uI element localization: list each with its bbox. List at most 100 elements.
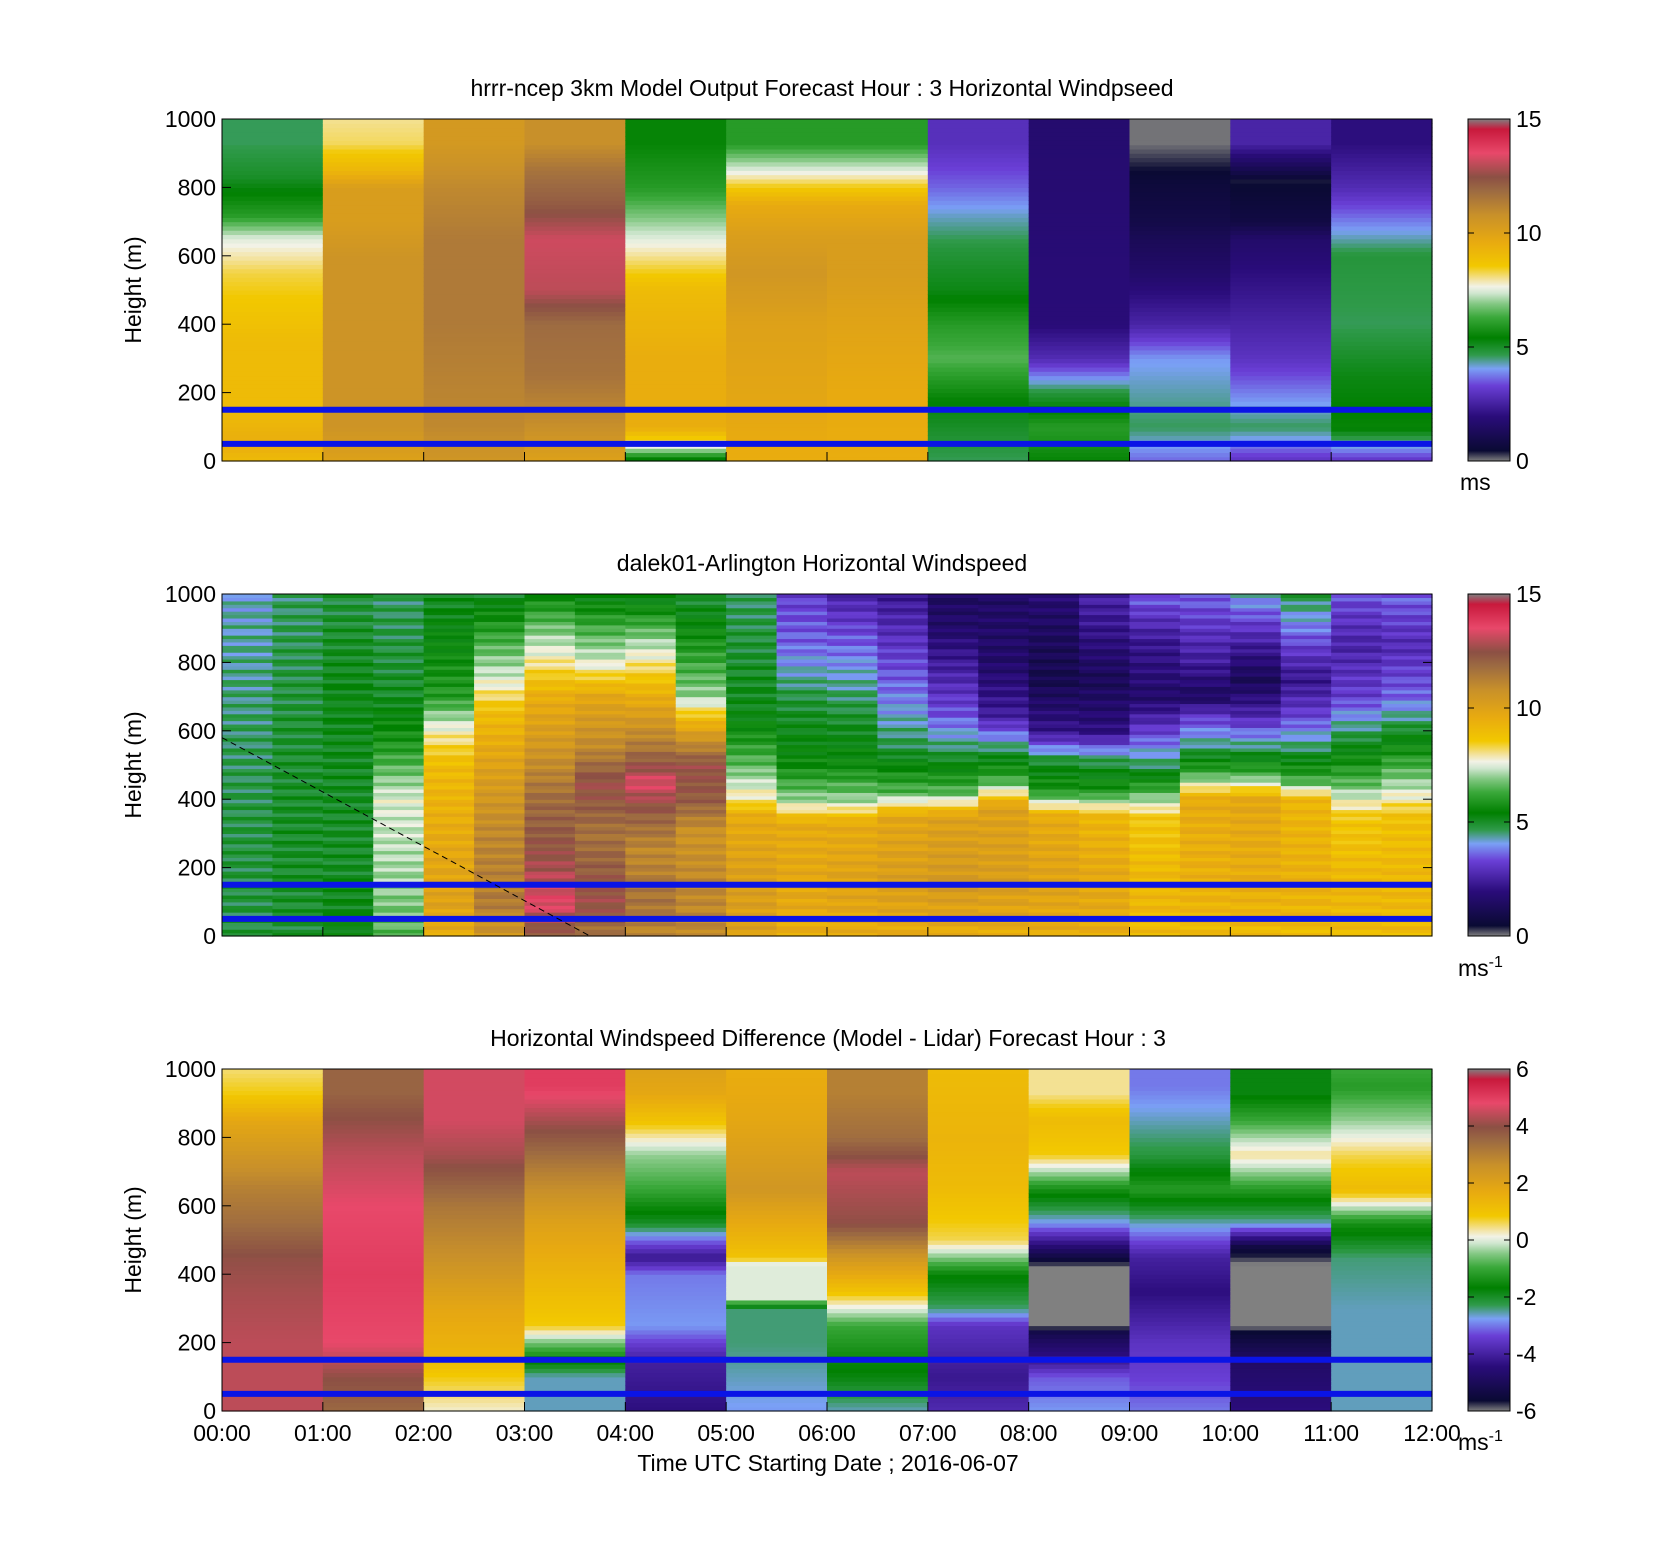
heatmap-cell (1179, 898, 1231, 903)
heatmap-cell (1028, 614, 1080, 619)
heatmap-cell (927, 290, 1030, 295)
heatmap-cell (524, 362, 626, 368)
heatmap-cell (373, 840, 425, 845)
heatmap-cell (1028, 1103, 1131, 1109)
heatmap-cell (1129, 1180, 1231, 1186)
heatmap-cell (927, 1094, 1030, 1100)
heatmap-cell (1381, 908, 1433, 913)
heatmap-cell (524, 1274, 626, 1280)
heatmap-cell (423, 723, 475, 728)
heatmap-cell (675, 665, 727, 670)
heatmap-cell (574, 723, 626, 728)
heatmap-cell (927, 847, 979, 852)
heatmap-cell (1179, 802, 1231, 807)
heatmap-cell (524, 1235, 626, 1241)
heatmap-cell (322, 1167, 425, 1173)
heatmap-cell (1129, 1368, 1231, 1374)
heatmap-cell (322, 1304, 425, 1310)
heatmap-cell (222, 700, 274, 705)
heatmap-cell (1381, 853, 1433, 858)
heatmap-cell (574, 857, 626, 862)
heatmap-cell (1079, 665, 1131, 670)
heatmap-cell (1230, 597, 1282, 602)
heatmap-cell (524, 905, 576, 910)
heatmap-cell (322, 655, 374, 660)
heatmap-cell (978, 809, 1030, 814)
heatmap-cell (423, 703, 475, 708)
heatmap-cell (726, 710, 778, 715)
heatmap-cell (827, 689, 879, 694)
heatmap-cell (1331, 1077, 1433, 1083)
heatmap-cell (272, 819, 324, 824)
heatmap-cell (1028, 1150, 1131, 1156)
heatmap-cell (1129, 1257, 1231, 1262)
heatmap-cell (1129, 1402, 1231, 1408)
heatmap-cell (1079, 648, 1131, 653)
heatmap-cell (625, 1214, 727, 1220)
heatmap-cell (1079, 744, 1131, 749)
heatmap-cell (524, 1128, 626, 1134)
heatmap-cell (927, 795, 979, 800)
heatmap-cell (222, 1351, 324, 1357)
heatmap-cell (423, 264, 526, 270)
heatmap-cell (373, 829, 425, 834)
colorbar-tick-label: -6 (1516, 1398, 1536, 1424)
heatmap-cell (1331, 191, 1433, 197)
heatmap-cell (726, 1094, 828, 1100)
heatmap-cell (1230, 1227, 1332, 1233)
heatmap-cell (927, 426, 1030, 432)
heatmap-cell (625, 187, 727, 193)
heatmap-cell (726, 682, 778, 687)
heatmap-cell (373, 908, 425, 913)
heatmap-cell (927, 874, 979, 879)
heatmap-cell (827, 658, 879, 663)
heatmap-cell (272, 754, 324, 759)
heatmap-cell (726, 1252, 828, 1258)
heatmap-cell (877, 621, 929, 626)
heatmap-cell (322, 1098, 425, 1104)
heatmap-cell (927, 392, 1030, 398)
heatmap-cell (827, 375, 929, 381)
heatmap-cell (625, 823, 677, 828)
heatmap-cell (1179, 741, 1231, 746)
heatmap-cell (1028, 225, 1131, 231)
heatmap-cell (877, 775, 929, 780)
heatmap-cell (675, 641, 727, 646)
heatmap-cell (1230, 669, 1282, 674)
heatmap-cell (927, 775, 979, 780)
heatmap-cell (1280, 778, 1332, 783)
heatmap-cell (1331, 341, 1433, 347)
heatmap-cell (726, 225, 828, 231)
heatmap-cell (222, 208, 324, 214)
heatmap-cell (423, 689, 475, 694)
heatmap-cell (726, 264, 828, 270)
heatmap-cell (776, 785, 828, 790)
heatmap-cell (423, 281, 526, 287)
heatmap-cell (524, 901, 576, 906)
heatmap-cell (272, 788, 324, 793)
heatmap-cell (927, 782, 979, 787)
heatmap-cell (474, 737, 526, 742)
heatmap-cell (927, 1210, 1030, 1215)
heatmap-cell (625, 448, 727, 454)
heatmap-cell (524, 751, 576, 756)
heatmap-cell (222, 1346, 324, 1352)
heatmap-cell (574, 617, 626, 622)
heatmap-cell (423, 1338, 526, 1344)
heatmap-cell (222, 894, 274, 899)
heatmap-cell (877, 812, 929, 817)
heatmap-cell (524, 294, 626, 300)
heatmap-cell (524, 1385, 626, 1391)
heatmap-cell (927, 912, 979, 917)
heatmap-cell (1028, 723, 1080, 728)
heatmap-cell (322, 850, 374, 855)
heatmap-cell (322, 682, 374, 687)
heatmap-cell (827, 706, 879, 711)
heatmap-cell (927, 621, 979, 626)
heatmap-cell (675, 785, 727, 790)
heatmap-cell (625, 689, 677, 694)
heatmap-cell (726, 1175, 828, 1181)
x-tick-label: 08:00 (1000, 1420, 1058, 1446)
heatmap-cell (1230, 751, 1282, 756)
